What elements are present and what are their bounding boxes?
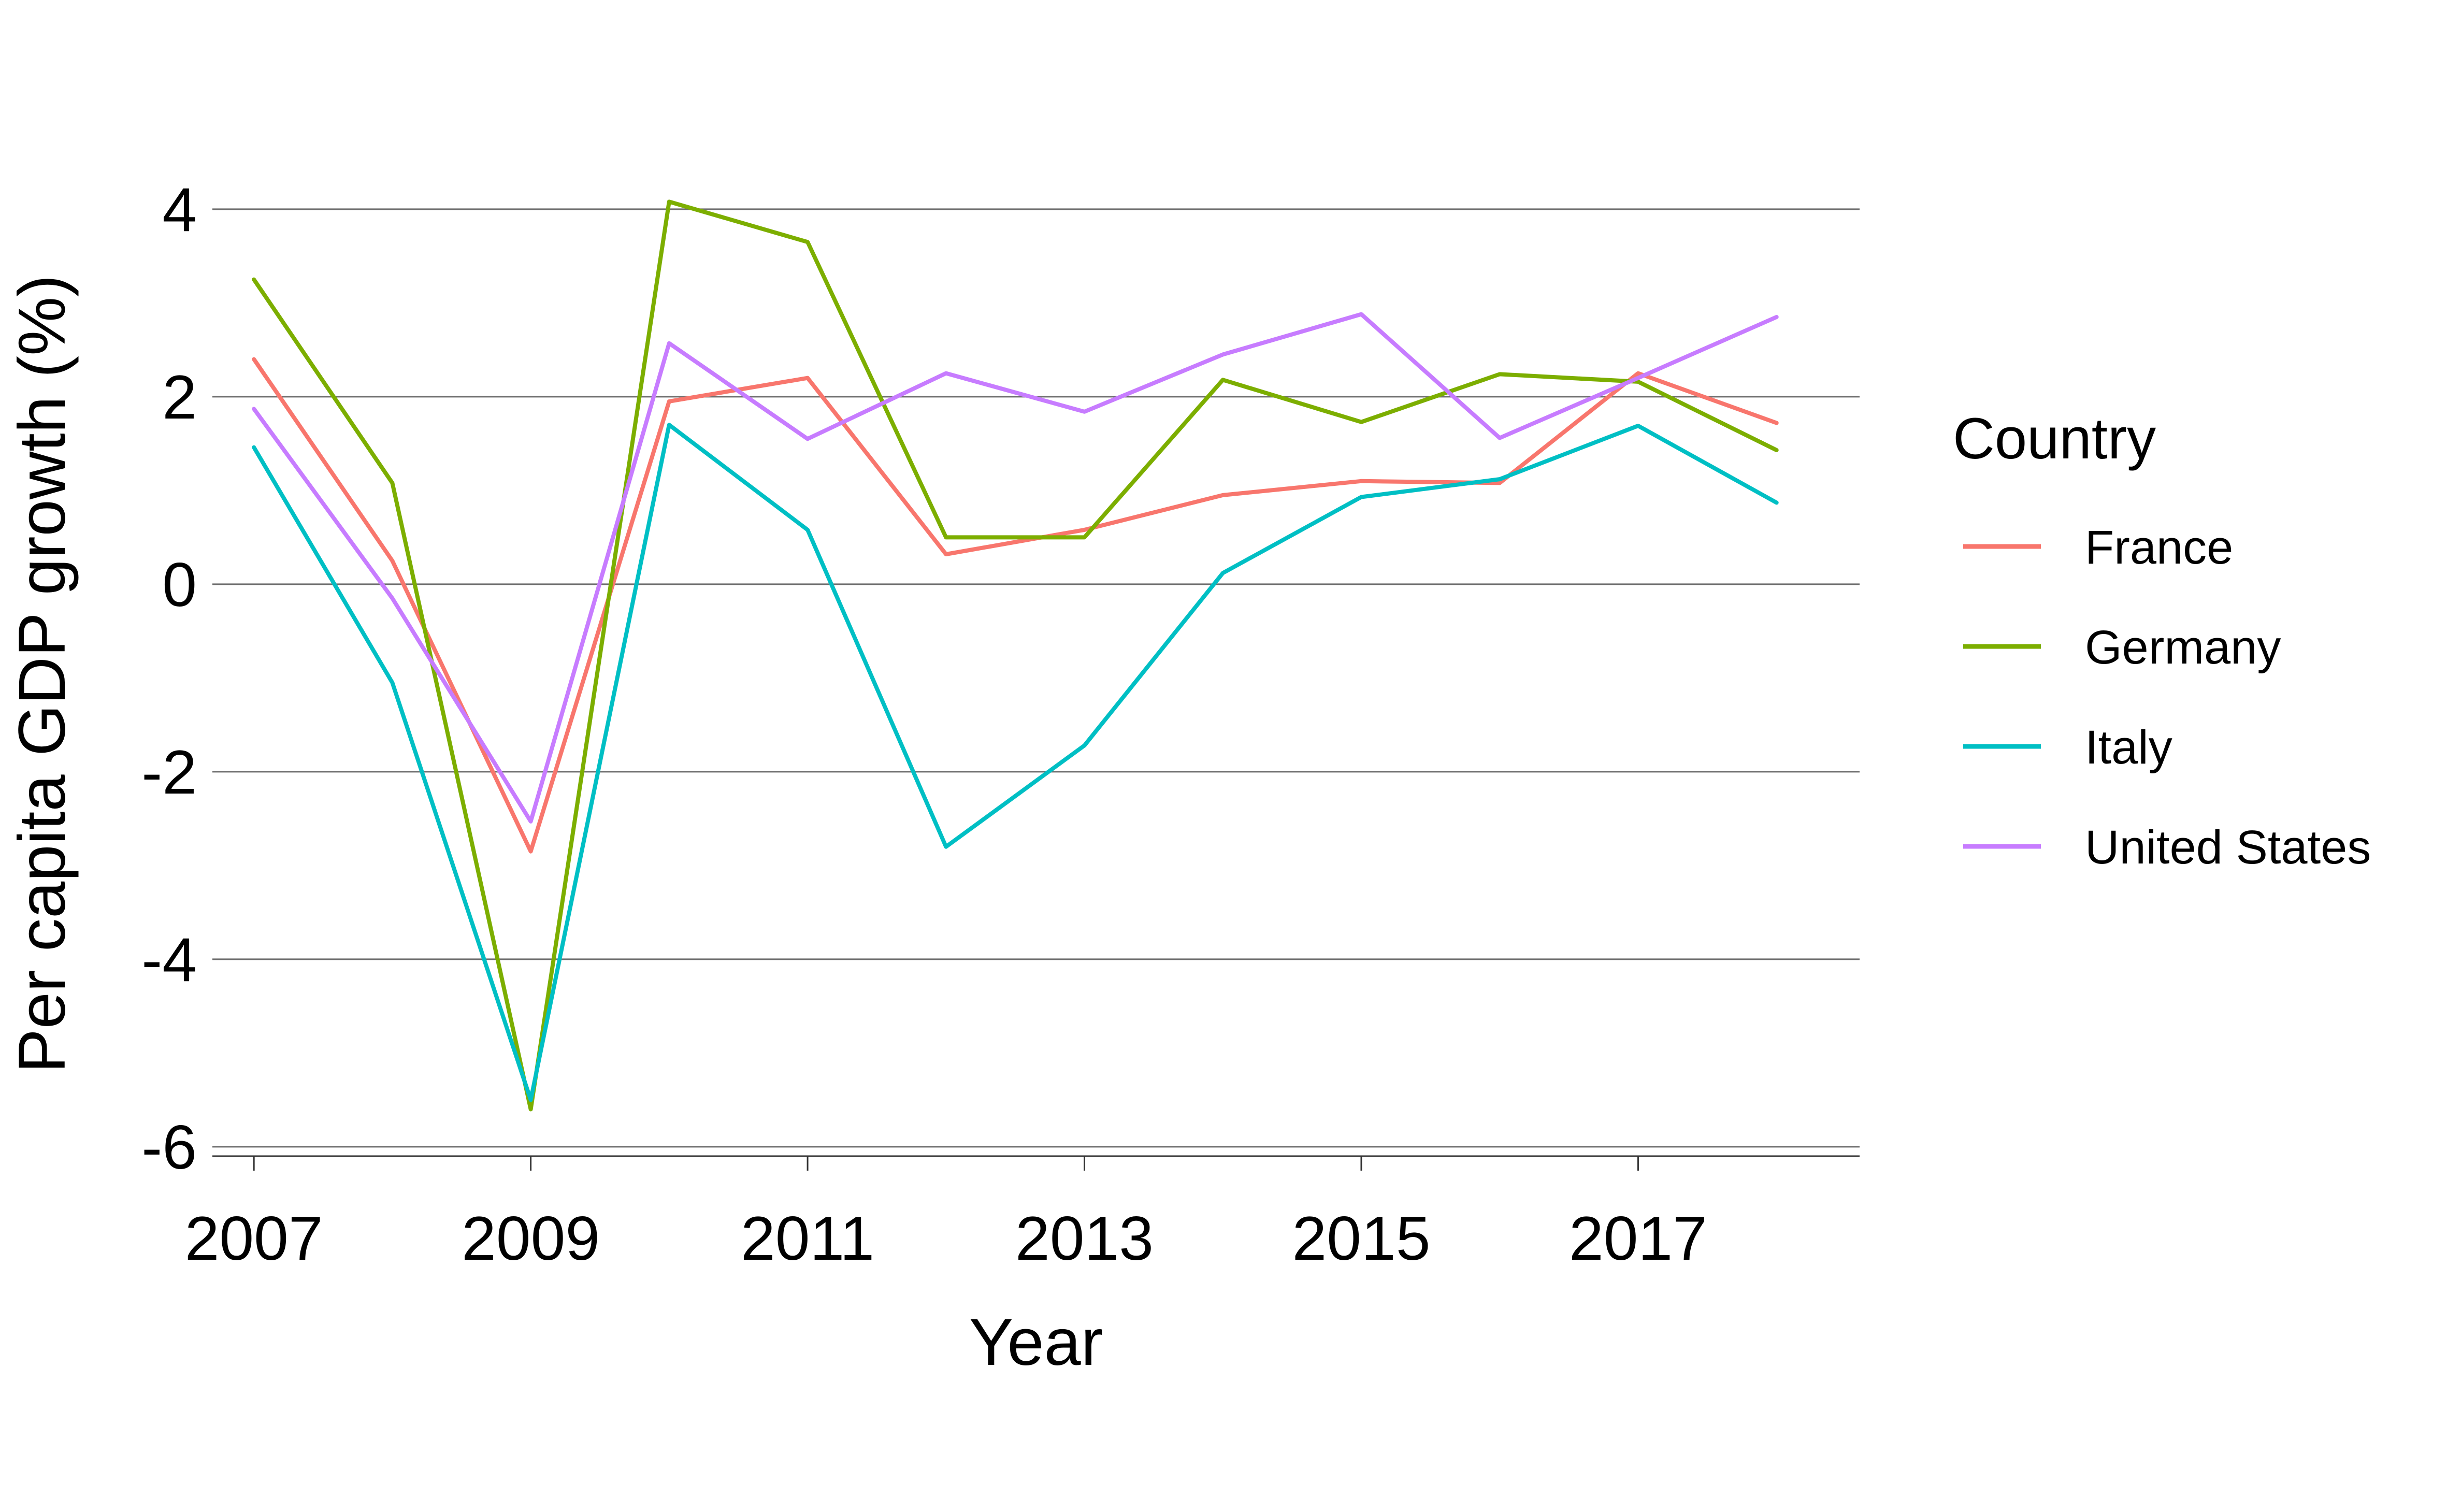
- y-tick-label: 0: [162, 550, 197, 620]
- y-tick-label: -6: [141, 1113, 197, 1182]
- legend-label-germany: Germany: [2085, 621, 2281, 674]
- legend-item-germany: Germany: [1963, 621, 2281, 674]
- legend-label-italy: Italy: [2085, 721, 2172, 774]
- series-lines: [252, 199, 1779, 1112]
- legend-item-italy: Italy: [1963, 721, 2172, 774]
- series-line-germany: [252, 199, 1779, 1112]
- legend-item-france: France: [1963, 521, 2233, 574]
- x-axis-ticks: 2007 2009 2011 2013 2015 2017: [185, 1156, 1707, 1273]
- legend-items: France Germany Italy United States: [1963, 521, 2371, 874]
- legend: Country France Germany Italy United States: [1953, 406, 2371, 874]
- x-tick-label: 2011: [741, 1204, 874, 1273]
- legend-item-united-states: United States: [1963, 821, 2371, 874]
- series-line-italy: [252, 423, 1779, 1102]
- y-axis-title: Per capita GDP growth (%): [5, 275, 79, 1073]
- y-tick-label: 2: [162, 363, 197, 432]
- y-tick-label: -2: [141, 738, 197, 807]
- x-tick-label: 2017: [1569, 1204, 1707, 1273]
- y-tick-label: 4: [162, 175, 197, 244]
- x-tick-label: 2009: [462, 1204, 600, 1273]
- legend-title: Country: [1953, 406, 2156, 471]
- gridlines: [212, 208, 1860, 1148]
- legend-label-united-states: United States: [2085, 821, 2371, 874]
- x-tick-label: 2013: [1015, 1204, 1154, 1273]
- x-tick-label: 2015: [1292, 1204, 1431, 1273]
- y-axis-ticks: -6 -4 -2 0 2 4: [141, 175, 197, 1182]
- series-line-france: [252, 357, 1779, 854]
- x-tick-label: 2007: [185, 1204, 323, 1273]
- legend-label-france: France: [2085, 521, 2233, 574]
- y-tick-label: -4: [141, 925, 197, 995]
- series-line-united-states: [252, 312, 1779, 824]
- x-axis-title: Year: [969, 1305, 1103, 1379]
